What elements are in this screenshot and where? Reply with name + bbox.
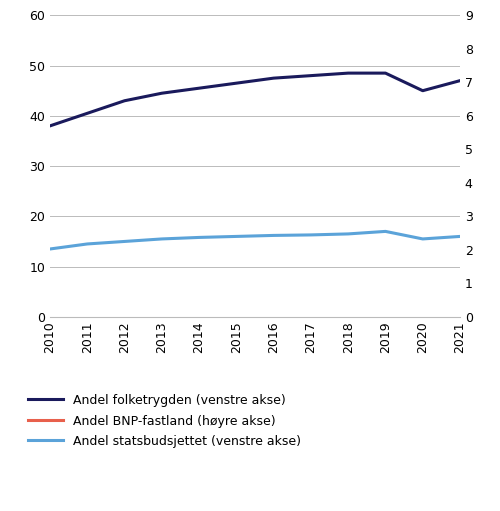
Andel statsbudsjettet (venstre akse) (47, 246, 53, 252)
Line: Andel statsbudsjettet (venstre akse): Andel statsbudsjettet (venstre akse) (50, 231, 460, 249)
Line: Andel folketrygden (venstre akse): Andel folketrygden (venstre akse) (50, 73, 460, 126)
Andel folketrygden (venstre akse) (382, 70, 388, 76)
Legend: Andel folketrygden (venstre akse), Andel BNP-fastland (høyre akse), Andel statsb: Andel folketrygden (venstre akse), Andel… (24, 389, 306, 453)
Andel statsbudsjettet (venstre akse) (270, 233, 276, 239)
Andel statsbudsjettet (venstre akse) (234, 234, 239, 240)
Andel folketrygden (venstre akse) (457, 78, 463, 84)
Andel folketrygden (venstre akse) (234, 80, 239, 86)
Andel folketrygden (venstre akse) (122, 98, 128, 104)
Andel statsbudsjettet (venstre akse) (457, 234, 463, 240)
Andel statsbudsjettet (venstre akse) (122, 238, 128, 245)
Andel statsbudsjettet (venstre akse) (84, 241, 90, 247)
Andel statsbudsjettet (venstre akse) (196, 235, 202, 241)
Andel folketrygden (venstre akse) (196, 85, 202, 91)
Andel folketrygden (venstre akse) (345, 70, 351, 76)
Andel folketrygden (venstre akse) (420, 88, 426, 94)
Andel statsbudsjettet (venstre akse) (308, 232, 314, 238)
Andel statsbudsjettet (venstre akse) (382, 228, 388, 235)
Andel folketrygden (venstre akse) (84, 110, 90, 117)
Andel folketrygden (venstre akse) (159, 90, 165, 96)
Andel folketrygden (venstre akse) (47, 123, 53, 129)
Andel statsbudsjettet (venstre akse) (345, 231, 351, 237)
Andel folketrygden (venstre akse) (270, 75, 276, 81)
Andel statsbudsjettet (venstre akse) (420, 236, 426, 242)
Andel folketrygden (venstre akse) (308, 73, 314, 79)
Andel statsbudsjettet (venstre akse) (159, 236, 165, 242)
